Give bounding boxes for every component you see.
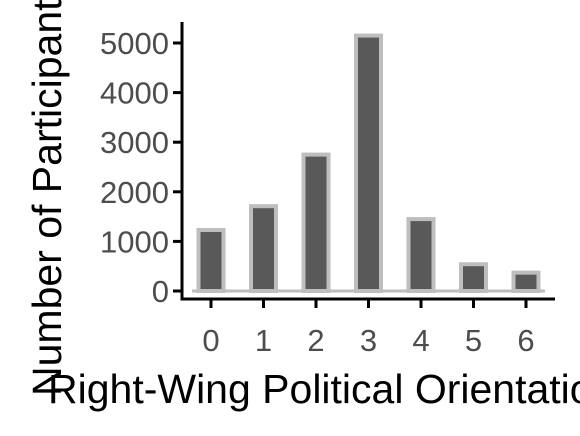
- bar-1: [249, 204, 278, 294]
- y-tick-label: 5000: [100, 26, 169, 61]
- y-tick-label: 3000: [100, 125, 169, 160]
- bar-5: [459, 262, 488, 294]
- y-ticks-layer: 0 1000 2000 3000 4000 5000: [100, 26, 182, 309]
- x-tick-label: 1: [255, 323, 272, 358]
- x-tick-label: 3: [360, 323, 377, 358]
- bars-layer: [192, 33, 545, 294]
- x-tick-label: 6: [517, 323, 534, 358]
- x-tick-label: 0: [202, 323, 219, 358]
- bar-3: [354, 33, 383, 294]
- x-axis-title: Right-Wing Political Orientation: [48, 366, 580, 412]
- x-tick-label: 2: [307, 323, 324, 358]
- y-tick-label: 0: [152, 274, 169, 309]
- bar-6: [511, 270, 541, 294]
- bar-0: [196, 227, 226, 294]
- y-tick-label: 4000: [100, 76, 169, 111]
- y-tick-label: 1000: [100, 224, 169, 259]
- y-axis-title: Number of Participants: [24, 0, 70, 396]
- x-tick-label: 5: [465, 323, 482, 358]
- x-tick-label: 4: [412, 323, 429, 358]
- y-tick-label: 2000: [100, 175, 169, 210]
- bar-2: [301, 152, 331, 293]
- bar-4: [406, 217, 436, 293]
